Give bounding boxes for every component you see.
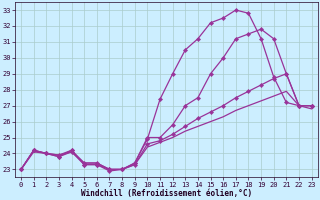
X-axis label: Windchill (Refroidissement éolien,°C): Windchill (Refroidissement éolien,°C) [81,189,252,198]
